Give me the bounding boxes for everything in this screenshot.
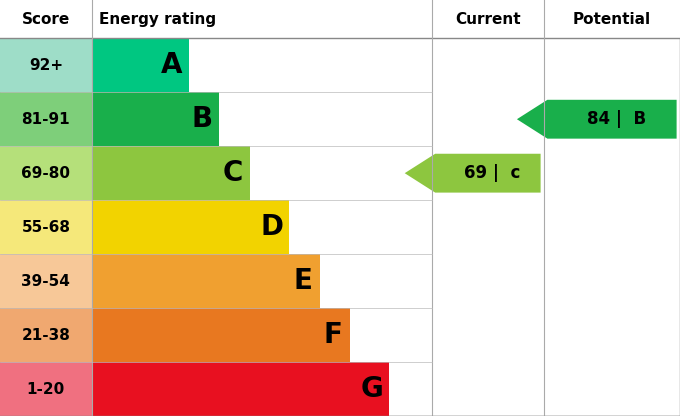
- Bar: [0, 308, 92, 362]
- Text: 55-68: 55-68: [21, 220, 71, 235]
- Text: 84 |  B: 84 | B: [587, 110, 646, 128]
- Bar: [92, 362, 389, 416]
- Bar: [92, 254, 320, 308]
- Text: Current: Current: [455, 12, 521, 27]
- Text: C: C: [223, 159, 243, 187]
- Bar: [0, 38, 92, 92]
- Text: 69 |  c: 69 | c: [464, 164, 521, 182]
- Bar: [92, 38, 188, 92]
- Text: 69-80: 69-80: [21, 166, 71, 181]
- Text: F: F: [324, 321, 343, 349]
- Text: 1-20: 1-20: [27, 381, 65, 396]
- Text: D: D: [260, 213, 284, 241]
- Text: Score: Score: [22, 12, 70, 27]
- Bar: [0, 0, 680, 38]
- Polygon shape: [405, 154, 541, 193]
- Text: 92+: 92+: [29, 58, 63, 73]
- Text: G: G: [361, 375, 384, 403]
- Bar: [92, 146, 250, 200]
- Polygon shape: [517, 100, 677, 139]
- Text: Energy rating: Energy rating: [99, 12, 216, 27]
- Bar: [92, 200, 289, 254]
- Text: A: A: [161, 51, 182, 79]
- Bar: [0, 362, 92, 416]
- Bar: [0, 200, 92, 254]
- Text: E: E: [293, 267, 312, 295]
- Bar: [92, 92, 219, 146]
- Bar: [92, 308, 350, 362]
- Text: B: B: [192, 105, 213, 133]
- Bar: [0, 254, 92, 308]
- Bar: [0, 92, 92, 146]
- Text: Potential: Potential: [573, 12, 651, 27]
- Bar: [0, 146, 92, 200]
- Text: 39-54: 39-54: [22, 274, 70, 289]
- Text: 81-91: 81-91: [22, 112, 70, 127]
- Text: 21-38: 21-38: [22, 327, 70, 342]
